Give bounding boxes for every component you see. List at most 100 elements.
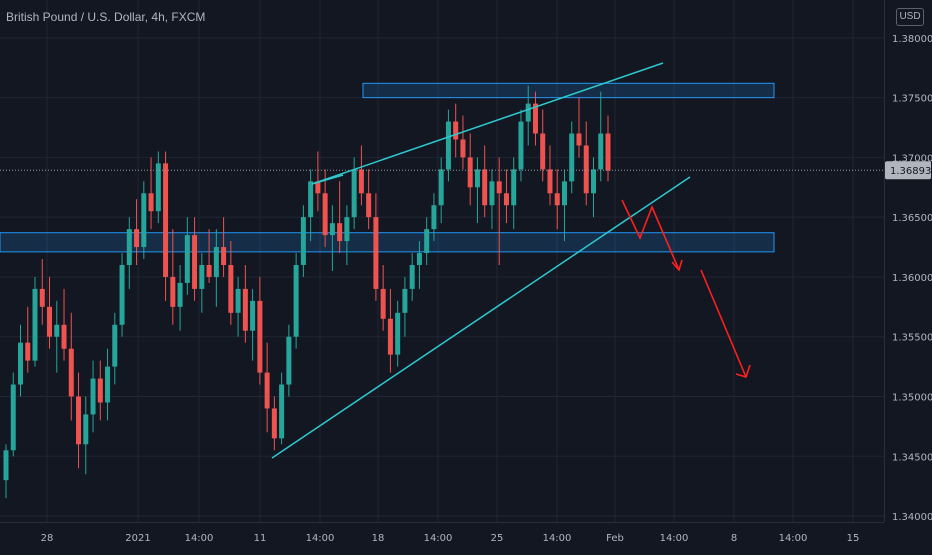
candle-body <box>199 265 205 289</box>
time-tick-label: 2021 <box>125 533 150 544</box>
candle-body <box>18 342 24 385</box>
candle-body <box>518 121 524 170</box>
candle-body <box>170 276 176 307</box>
candle-body <box>329 223 335 236</box>
price-tick-label: 1.35000 <box>892 392 932 403</box>
lower-trendline[interactable] <box>271 176 691 459</box>
price-tick-label: 1.37000 <box>892 153 932 164</box>
candle-body <box>300 217 306 265</box>
candle-body <box>322 193 328 236</box>
candle-body <box>583 145 589 194</box>
candle-body <box>271 408 277 439</box>
candle-body <box>547 169 553 194</box>
candle-body <box>337 223 343 242</box>
candle-body <box>97 378 103 403</box>
candle-body <box>184 235 190 283</box>
candle-body <box>3 450 9 481</box>
time-tick-label: 14:00 <box>424 533 453 544</box>
candle-body <box>32 288 38 361</box>
candle-body <box>206 265 212 277</box>
zones[interactable] <box>0 82 775 253</box>
candle-body <box>148 193 154 212</box>
candle-body <box>264 372 270 409</box>
price-tick-label: 1.35500 <box>892 333 932 344</box>
candle-body <box>503 193 509 206</box>
projection-path-2[interactable] <box>700 269 747 378</box>
candle-body <box>25 342 31 361</box>
time-tick-label: 11 <box>254 533 267 544</box>
current-price-label: 1.36893 <box>890 166 931 177</box>
candle-body <box>351 169 357 218</box>
candle-body <box>453 121 459 140</box>
candle-body <box>532 103 538 134</box>
candle-body <box>431 205 437 230</box>
candle-body <box>39 288 45 307</box>
candle-body <box>163 163 169 277</box>
candle-body <box>496 181 502 194</box>
candle-body <box>576 133 582 146</box>
price-tick-label: 1.36500 <box>892 213 932 224</box>
candle-body <box>134 229 140 248</box>
candle-body <box>554 193 560 206</box>
candle-body <box>228 265 234 313</box>
currency-badge[interactable]: USD <box>896 8 924 26</box>
resistance-zone[interactable] <box>362 82 775 99</box>
time-tick-label: 14:00 <box>543 533 572 544</box>
candle-body <box>155 163 161 212</box>
candle-body <box>373 217 379 289</box>
candle-body <box>250 300 256 331</box>
candle-body <box>344 217 350 242</box>
grid <box>0 0 884 522</box>
candle-body <box>90 378 96 415</box>
candle-body <box>76 396 82 445</box>
candle-body <box>540 133 546 170</box>
candle-body <box>605 133 611 171</box>
support-zone[interactable] <box>0 232 775 253</box>
candle-body <box>409 265 415 289</box>
time-tick-label: 15 <box>847 533 860 544</box>
upper-trendline-stub[interactable] <box>311 174 344 185</box>
candle-body <box>569 133 575 182</box>
candle-body <box>126 229 132 265</box>
current-price-label-bg <box>885 161 931 180</box>
candle-body <box>525 103 531 122</box>
candle-body <box>402 288 408 313</box>
candle-body <box>141 193 147 248</box>
time-tick-label: 14:00 <box>660 533 689 544</box>
candle-body <box>213 247 219 277</box>
drawings[interactable] <box>0 62 884 459</box>
candle-body <box>395 312 401 355</box>
candle-body <box>54 324 60 337</box>
candle-body <box>279 384 285 439</box>
time-axis[interactable]: 28 2021 14:00 11 14:00 18 14:00 25 14:00 Feb 14:00… <box>0 522 884 545</box>
price-tick-label: 1.34500 <box>892 452 932 463</box>
candle-body <box>598 133 604 170</box>
candle-body <box>61 324 67 349</box>
candle-body <box>68 348 74 397</box>
candle-body <box>293 265 299 337</box>
candle-body <box>416 253 422 265</box>
chart-title: British Pound / U.S. Dollar, 4h, FXCM <box>6 10 206 24</box>
candle-body <box>561 181 567 206</box>
candle-body <box>482 169 488 206</box>
price-axis[interactable]: 1.38000 1.37500 1.37000 1.36500 1.36000 1.355… <box>884 0 932 550</box>
projection-arrowhead-1 <box>671 259 683 272</box>
upper-trendline[interactable] <box>311 62 664 185</box>
candle-body <box>221 247 227 265</box>
projection-path-1[interactable] <box>621 199 680 271</box>
candle-body <box>10 384 16 451</box>
price-tick-label: 1.34000 <box>892 512 932 523</box>
candle-body <box>105 366 111 403</box>
candle-body <box>315 181 321 194</box>
candle-body <box>177 282 183 307</box>
candle-body <box>474 169 480 188</box>
candle-body <box>489 181 495 206</box>
price-tick-label: 1.37500 <box>892 94 932 105</box>
time-tick-label: Feb <box>606 533 624 544</box>
time-tick-label: 14:00 <box>779 533 808 544</box>
time-tick-label: 14:00 <box>185 533 214 544</box>
time-tick-label: 25 <box>491 533 504 544</box>
candle-body <box>358 169 364 194</box>
